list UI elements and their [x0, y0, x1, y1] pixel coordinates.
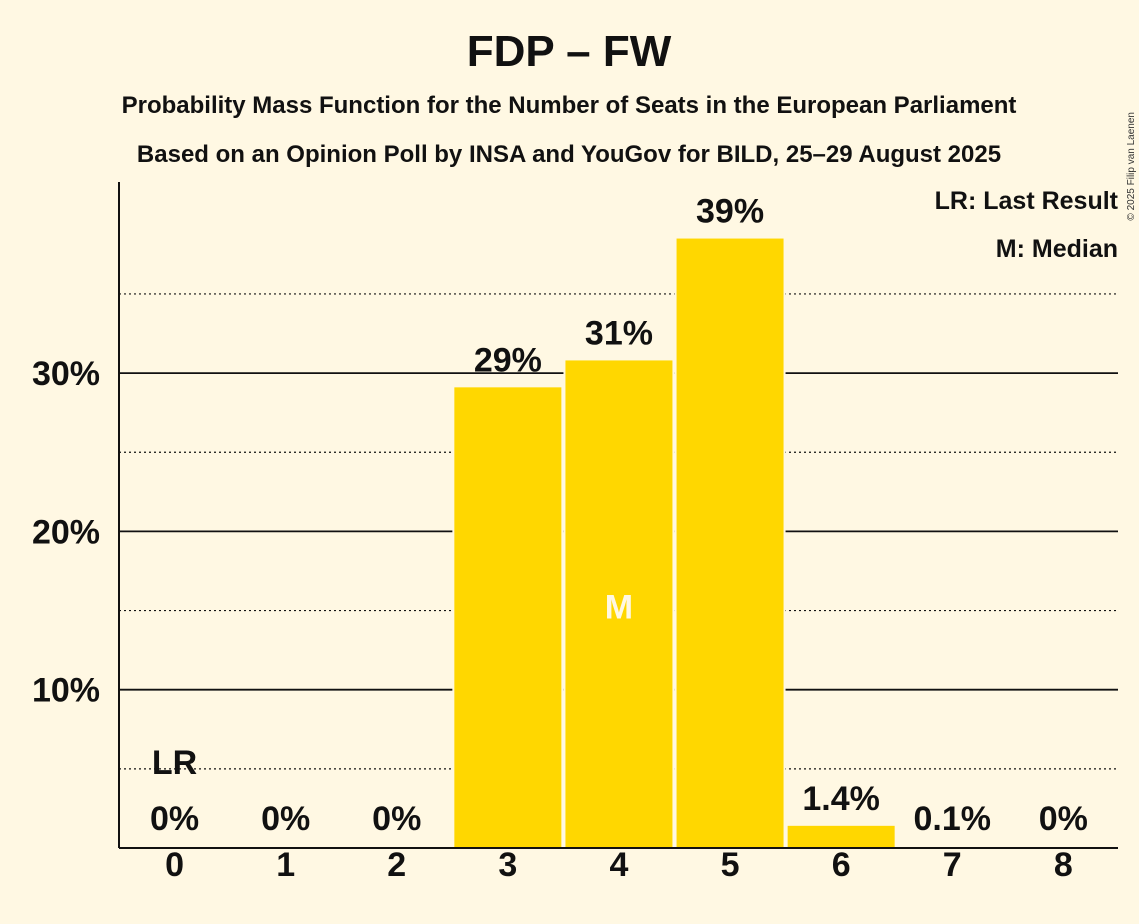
chart-subtitle-poll: Based on an Opinion Poll by INSA and You…	[137, 141, 1001, 168]
value-label: 0%	[150, 800, 199, 838]
y-tick-label: 20%	[32, 513, 100, 551]
x-tick-label: 8	[1054, 846, 1073, 884]
x-tick-label: 4	[609, 846, 628, 884]
bar	[565, 360, 673, 848]
value-label: 0%	[1039, 800, 1088, 838]
value-label: 39%	[696, 193, 764, 231]
bars-group	[452, 238, 897, 849]
bar	[676, 238, 784, 849]
labels-group: 10%20%30%0%0LR0%10%229%331%4M39%51.4%60.…	[32, 193, 1088, 884]
bar	[454, 387, 562, 848]
bar	[787, 825, 895, 848]
legend-median: M: Median	[996, 235, 1118, 263]
value-label: 29%	[474, 341, 542, 379]
legend-last-result: LR: Last Result	[935, 187, 1119, 215]
value-label: 1.4%	[802, 780, 880, 818]
y-tick-label: 10%	[32, 672, 100, 710]
value-label: 31%	[585, 314, 653, 352]
x-tick-label: 1	[276, 846, 295, 884]
x-tick-label: 0	[165, 846, 184, 884]
value-label: 0.1%	[914, 800, 992, 838]
x-tick-label: 7	[943, 846, 962, 884]
copyright-notice: © 2025 Filip van Laenen	[1126, 112, 1137, 221]
chart-title: FDP – FW	[467, 27, 672, 76]
value-label: 0%	[372, 800, 421, 838]
y-tick-label: 30%	[32, 355, 100, 393]
x-tick-label: 3	[498, 846, 517, 884]
x-tick-label: 5	[721, 846, 740, 884]
chart-subtitle: Probability Mass Function for the Number…	[122, 92, 1017, 119]
last-result-marker: LR	[152, 744, 197, 782]
value-label: 0%	[261, 800, 310, 838]
x-tick-label: 2	[387, 846, 406, 884]
x-tick-label: 6	[832, 846, 851, 884]
median-marker: M	[605, 588, 633, 626]
